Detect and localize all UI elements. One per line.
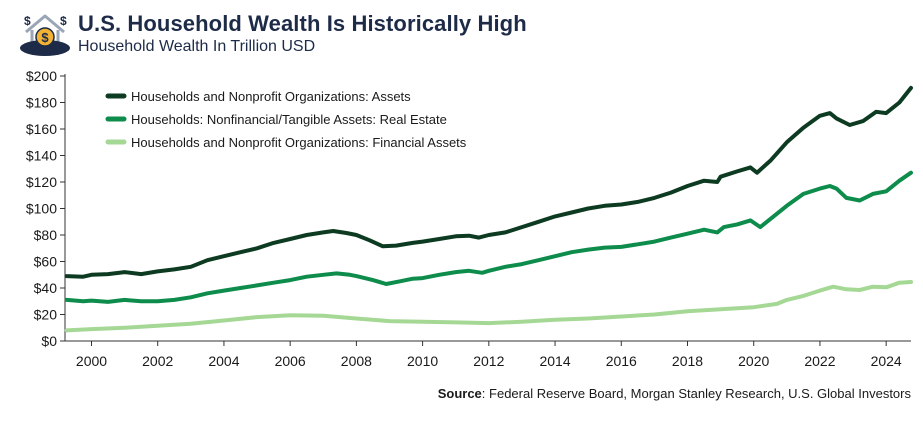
y-tick-label: $200	[26, 68, 57, 84]
logo-dollar-glyph-right: $	[60, 14, 67, 28]
x-tick-label: 2004	[208, 353, 239, 369]
y-tick-label: $20	[34, 307, 58, 323]
y-axis-ticks: $0 $20 $40 $60 $80 $100 $120 $140 $160 $180 $200	[26, 68, 65, 349]
x-tick-label: 2002	[142, 353, 173, 369]
legend-label-2: Households: Nonfinancial/Tangible Assets…	[131, 112, 447, 127]
y-tick-label: $160	[26, 121, 57, 137]
x-tick-label: 2010	[407, 353, 438, 369]
legend-label-1: Households and Nonprofit Organizations: …	[131, 89, 411, 104]
y-tick-label: $180	[26, 95, 57, 111]
y-tick-label: $60	[34, 254, 58, 270]
x-tick-label: 2000	[76, 353, 107, 369]
logo-dollar-glyph: $	[41, 30, 49, 45]
chart-subtitle: Household Wealth In Trillion USD	[78, 38, 316, 55]
chart-axes	[64, 74, 911, 342]
house-money-icon: $ $ $	[20, 14, 70, 56]
y-tick-label: $120	[26, 174, 57, 190]
y-tick-label: $40	[34, 280, 58, 296]
x-tick-label: 2008	[341, 353, 372, 369]
y-tick-label: $0	[41, 333, 57, 349]
legend-label-3: Households and Nonprofit Organizations: …	[131, 135, 467, 150]
x-tick-label: 2022	[804, 353, 835, 369]
x-tick-label: 2014	[539, 353, 570, 369]
series-line-2	[64, 170, 913, 304]
series-line-1	[64, 85, 913, 279]
chart-title: U.S. Household Wealth Is Historically Hi…	[78, 11, 527, 36]
x-axis-ticks: 2000 2002 2004 2006 2008 2010 2012 2014 2016 2018…	[76, 341, 902, 369]
y-tick-label: $140	[26, 148, 57, 164]
x-tick-label: 2016	[606, 353, 637, 369]
logo-dollar-glyph-left: $	[24, 14, 31, 28]
x-tick-label: 2018	[672, 353, 703, 369]
x-tick-label: 2006	[275, 353, 306, 369]
chart-legend: Households and Nonprofit Organizations: …	[105, 89, 467, 150]
x-tick-label: 2012	[473, 353, 504, 369]
source-text: : Federal Reserve Board, Morgan Stanley …	[481, 386, 911, 401]
y-tick-label: $100	[26, 201, 57, 217]
source-label: Source	[437, 386, 482, 401]
source-note: Source: Federal Reserve Board, Morgan St…	[438, 386, 911, 401]
x-tick-label: 2024	[871, 353, 902, 369]
series-line-3	[64, 280, 913, 333]
series-lines	[64, 85, 913, 333]
x-tick-label: 2020	[738, 353, 769, 369]
y-tick-label: $80	[34, 227, 58, 243]
